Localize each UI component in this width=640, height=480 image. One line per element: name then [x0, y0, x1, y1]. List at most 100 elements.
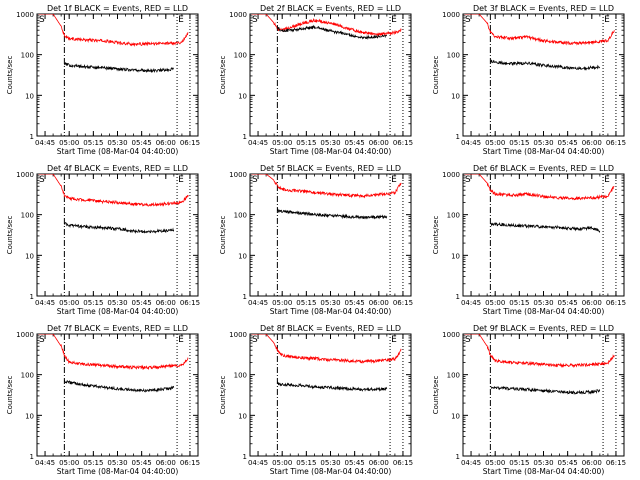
series-events-line — [277, 24, 388, 41]
x-axis-label: Start Time (08-Mar-04 04:40:00) — [270, 307, 392, 316]
plot-frame — [249, 173, 412, 297]
x-axis-label: Start Time (08-Mar-04 04:40:00) — [57, 307, 179, 316]
series-events-line — [277, 381, 388, 392]
x-axis-label: Start Time (08-Mar-04 04:40:00) — [483, 147, 605, 156]
y-tick-label: 1 — [30, 453, 34, 461]
x-tick-label: 06:00 — [156, 299, 176, 307]
series-events-line — [490, 385, 601, 396]
chart-title: Det 2f BLACK = Events, RED = LLD — [260, 4, 401, 13]
series-lld-line — [464, 14, 615, 46]
start-label: S — [39, 175, 45, 185]
y-tick-label: 1000 — [16, 11, 34, 19]
x-tick-label: 05:15 — [296, 459, 316, 467]
chart-panel: Det 9f BLACK = Events, RED = LLD 1 10 100 10… — [432, 324, 626, 476]
y-tick-label: 1000 — [229, 331, 247, 339]
y-tick-label: 1 — [30, 133, 34, 141]
x-tick-label: 05:45 — [132, 459, 152, 467]
x-tick-label: 05:45 — [558, 299, 578, 307]
x-tick-label: 06:00 — [156, 139, 176, 147]
x-tick-label: 05:45 — [345, 299, 365, 307]
end-label: E — [391, 175, 397, 185]
y-tick-label: 1000 — [16, 331, 34, 339]
chart-title: Det 4f BLACK = Events, RED = LLD — [47, 164, 188, 173]
series-lld-line — [38, 334, 189, 371]
chart-panel: Det 3f BLACK = Events, RED = LLD 1 10 100 10… — [432, 4, 626, 156]
x-axis-label: Start Time (08-Mar-04 04:40:00) — [483, 307, 605, 316]
x-tick-label: 04:45 — [35, 139, 55, 147]
end-label: E — [391, 335, 397, 345]
x-tick-label: 04:45 — [248, 459, 268, 467]
x-tick-label: 06:15 — [180, 459, 200, 467]
start-label: S — [465, 335, 471, 345]
chart-panel: Det 7f BLACK = Events, RED = LLD 1 10 100 10… — [6, 324, 200, 476]
y-axis-label: Counts/sec — [219, 376, 227, 415]
y-tick-label: 1000 — [442, 331, 460, 339]
x-axis-label: Start Time (08-Mar-04 04:40:00) — [270, 467, 392, 476]
y-tick-label: 100 — [234, 212, 247, 220]
y-tick-label: 1 — [243, 133, 247, 141]
series-lld-line — [251, 14, 402, 37]
x-tick-label: 05:00 — [272, 459, 292, 467]
x-tick-label: 05:30 — [320, 459, 340, 467]
y-tick-label: 100 — [447, 52, 460, 60]
y-tick-label: 1 — [456, 293, 460, 301]
y-tick-label: 100 — [234, 52, 247, 60]
x-tick-label: 05:00 — [272, 299, 292, 307]
x-tick-label: 05:00 — [485, 459, 505, 467]
chart-panel: Det 4f BLACK = Events, RED = LLD 1 10 100 10… — [6, 164, 200, 316]
chart-title: Det 1f BLACK = Events, RED = LLD — [47, 4, 188, 13]
chart-title: Det 9f BLACK = Events, RED = LLD — [473, 324, 614, 333]
x-tick-label: 05:30 — [320, 139, 340, 147]
y-axis-label: Counts/sec — [6, 56, 14, 95]
series-lld-line — [464, 174, 615, 201]
x-tick-label: 04:45 — [461, 299, 481, 307]
x-tick-label: 04:45 — [461, 139, 481, 147]
series-events-line — [490, 222, 601, 233]
y-tick-label: 10 — [238, 92, 247, 100]
x-tick-label: 06:00 — [582, 459, 602, 467]
x-tick-label: 04:45 — [461, 459, 481, 467]
x-tick-label: 05:00 — [485, 299, 505, 307]
x-tick-label: 05:15 — [83, 139, 103, 147]
y-tick-label: 1 — [30, 293, 34, 301]
y-tick-label: 10 — [238, 252, 247, 260]
x-tick-label: 04:45 — [35, 299, 55, 307]
x-tick-label: 05:30 — [107, 459, 127, 467]
x-axis-label: Start Time (08-Mar-04 04:40:00) — [483, 467, 605, 476]
plot-frame — [462, 13, 625, 137]
x-tick-label: 06:00 — [369, 139, 389, 147]
y-axis-label: Counts/sec — [6, 376, 14, 415]
x-tick-label: 06:15 — [393, 459, 413, 467]
y-tick-label: 10 — [25, 92, 34, 100]
x-axis-label: Start Time (08-Mar-04 04:40:00) — [57, 147, 179, 156]
x-tick-label: 06:15 — [393, 299, 413, 307]
x-tick-label: 04:45 — [248, 139, 268, 147]
x-tick-label: 05:45 — [558, 459, 578, 467]
series-lld-line — [38, 14, 189, 47]
x-tick-label: 05:15 — [83, 459, 103, 467]
series-events-line — [64, 222, 175, 234]
x-tick-label: 05:00 — [485, 139, 505, 147]
y-tick-label: 10 — [451, 412, 460, 420]
y-tick-label: 1 — [243, 453, 247, 461]
series-lld-line — [464, 334, 615, 369]
x-axis-label: Start Time (08-Mar-04 04:40:00) — [57, 467, 179, 476]
y-tick-label: 1000 — [229, 171, 247, 179]
x-tick-label: 05:00 — [272, 139, 292, 147]
series-lld-line — [38, 174, 189, 207]
x-tick-label: 05:15 — [296, 139, 316, 147]
chart-title: Det 5f BLACK = Events, RED = LLD — [260, 164, 401, 173]
start-label: S — [252, 335, 258, 345]
start-label: S — [252, 15, 258, 25]
x-tick-label: 06:00 — [156, 459, 176, 467]
x-tick-label: 06:00 — [369, 459, 389, 467]
y-axis-label: Counts/sec — [432, 376, 440, 415]
x-tick-label: 05:15 — [509, 459, 529, 467]
x-tick-label: 06:15 — [180, 299, 200, 307]
y-tick-label: 10 — [25, 412, 34, 420]
plot-frame — [249, 333, 412, 457]
chart-panel: Det 6f BLACK = Events, RED = LLD 1 10 100 10… — [432, 164, 626, 316]
end-label: E — [178, 15, 184, 25]
x-tick-label: 05:00 — [59, 299, 79, 307]
